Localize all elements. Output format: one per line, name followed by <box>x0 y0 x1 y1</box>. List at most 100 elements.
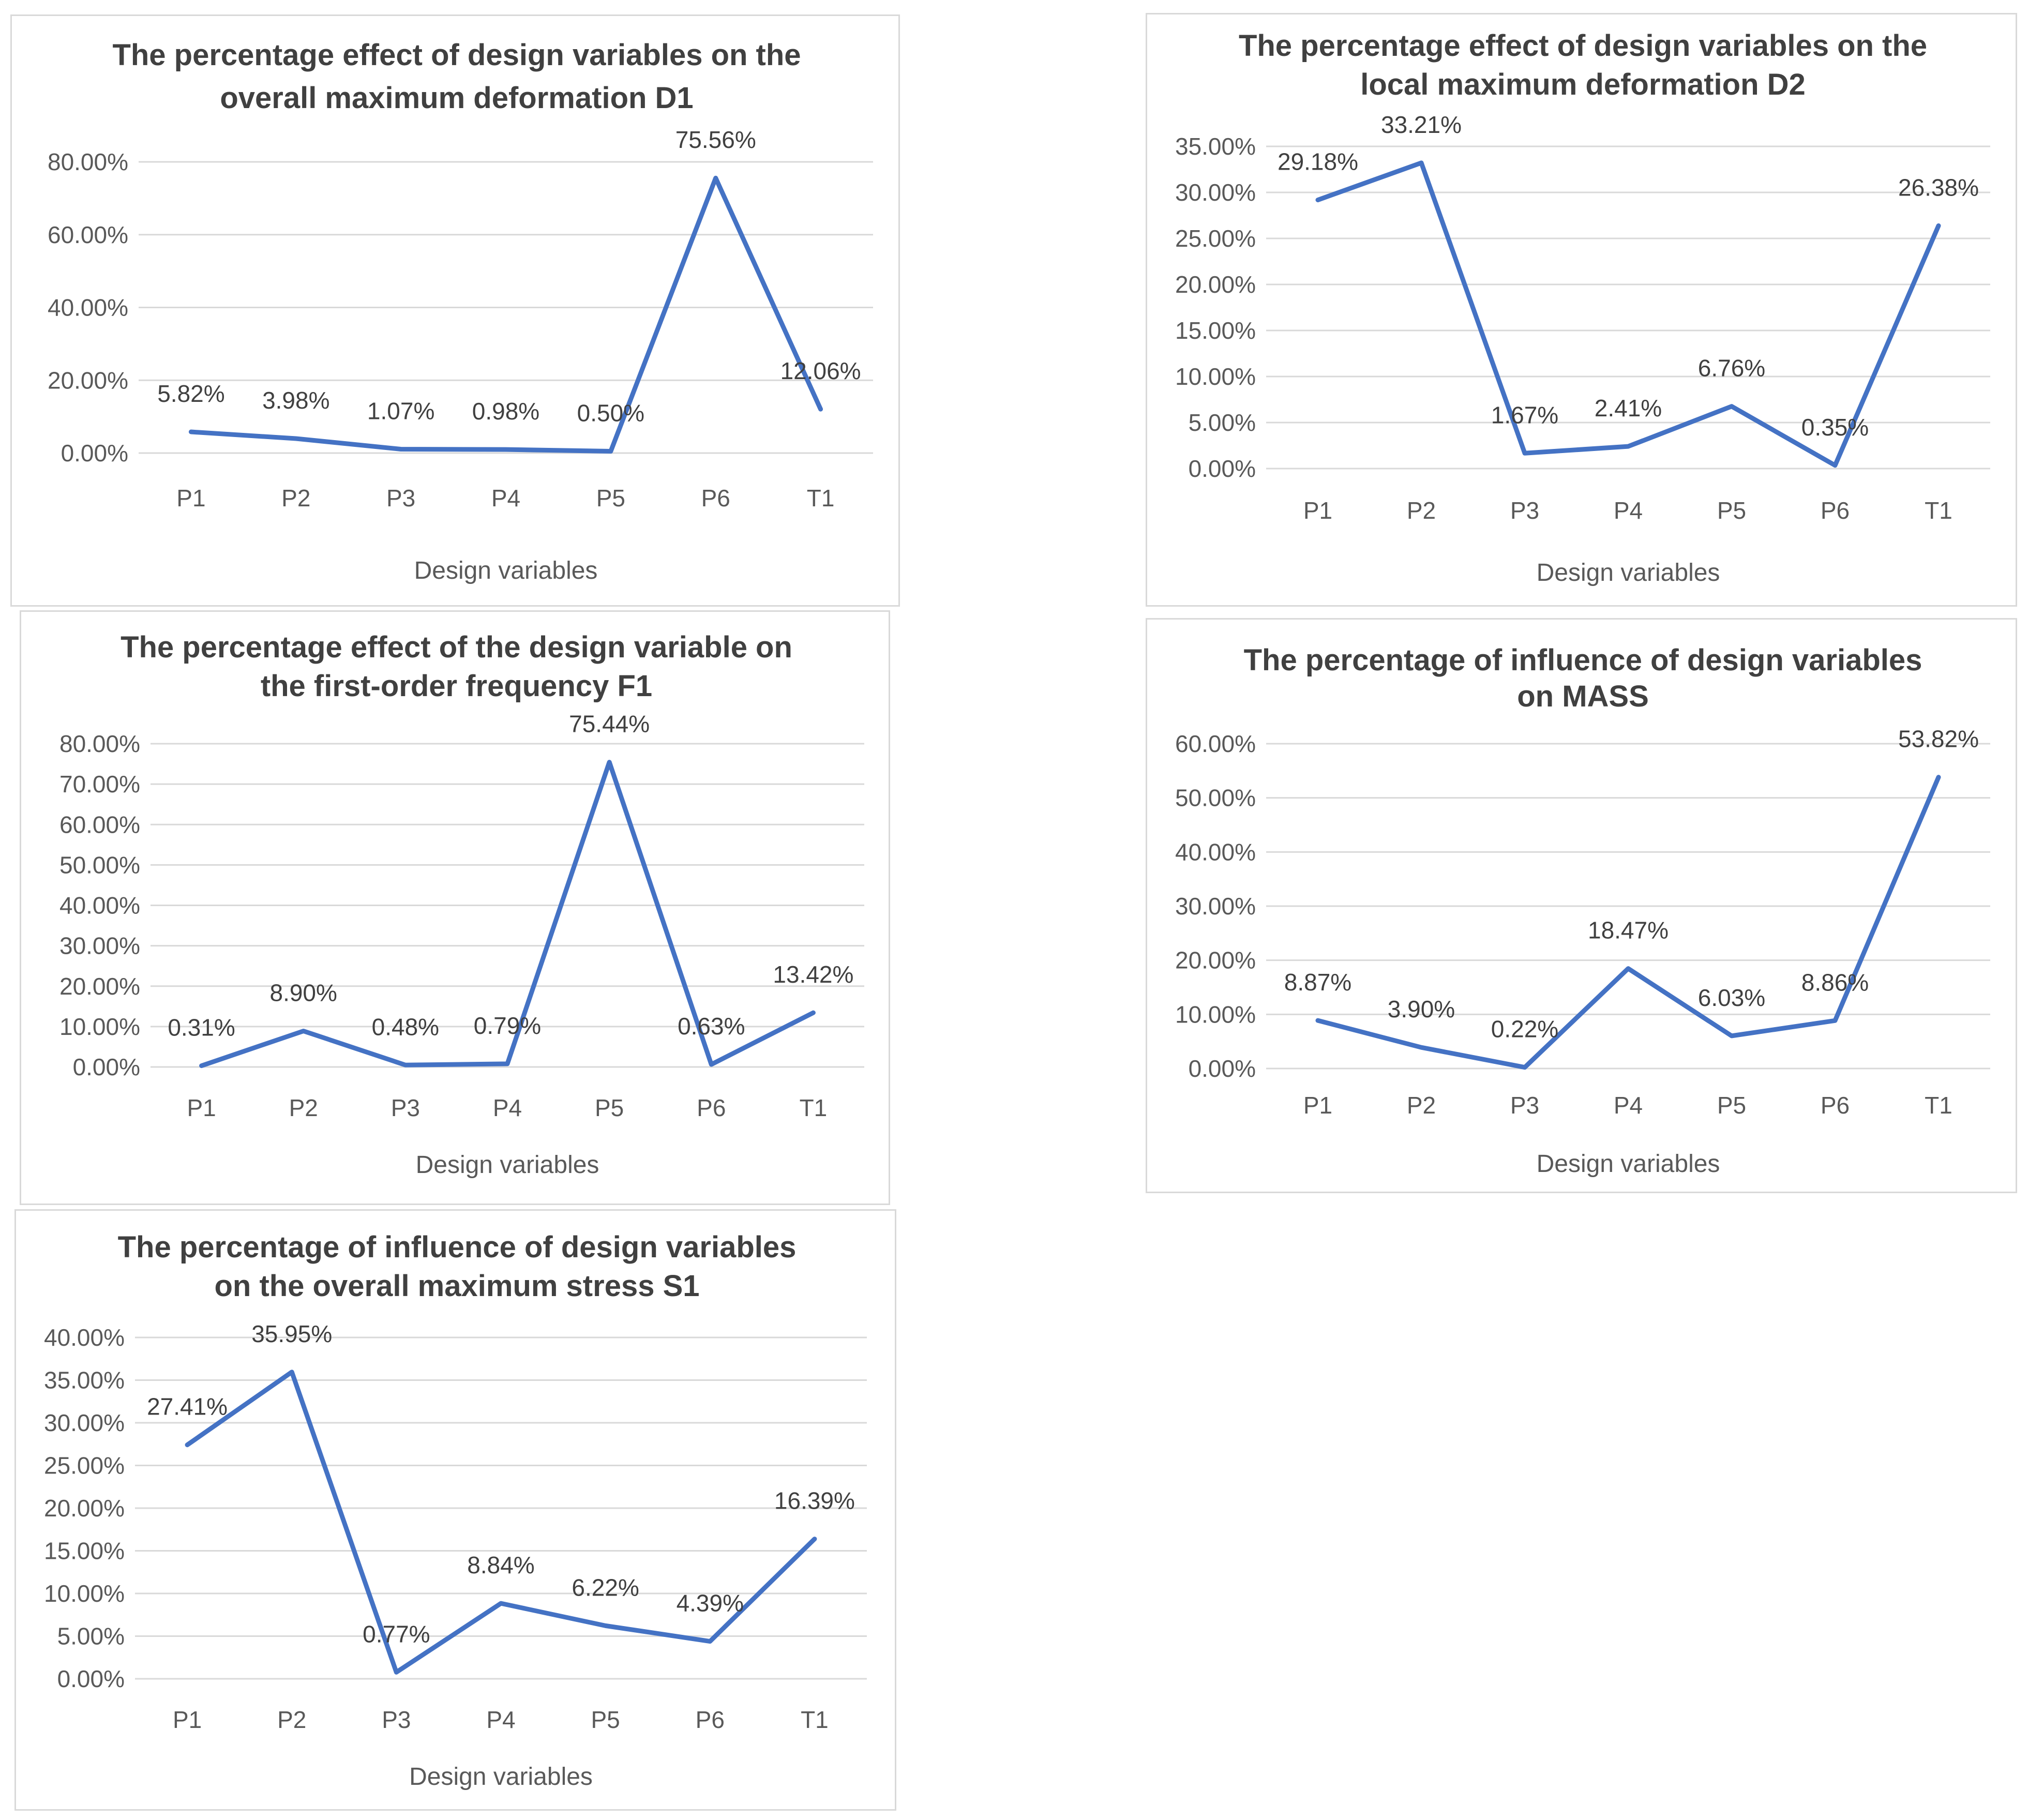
x-tick-label: T1 <box>1925 497 1952 524</box>
chart-title-line: The percentage effect of design variable… <box>1239 29 1927 63</box>
y-tick-label: 20.00% <box>1175 947 1256 974</box>
y-tick-label: 15.00% <box>1175 317 1256 344</box>
x-tick-label: P5 <box>1717 497 1746 524</box>
y-tick-label: 0.00% <box>57 1665 125 1692</box>
y-tick-label: 40.00% <box>1175 838 1256 865</box>
y-tick-label: 0.00% <box>61 440 128 467</box>
y-tick-label: 25.00% <box>44 1452 125 1479</box>
y-tick-label: 20.00% <box>44 1495 125 1522</box>
x-tick-label: P6 <box>1821 497 1850 524</box>
chart-title-line: The percentage of influence of design va… <box>1244 643 1922 677</box>
x-axis-title: Design variables <box>414 557 598 584</box>
y-tick-label: 0.00% <box>1189 455 1256 482</box>
data-label: 29.18% <box>1278 148 1358 175</box>
data-label: 2.41% <box>1595 395 1662 422</box>
x-axis-title: Design variables <box>1537 559 1720 586</box>
y-tick-label: 50.00% <box>59 851 140 878</box>
chart-panel-d1: The percentage effect of design variable… <box>10 14 900 607</box>
x-tick-label: T1 <box>800 1094 828 1121</box>
chart-d1: The percentage effect of design variable… <box>48 38 873 584</box>
y-tick-label: 10.00% <box>59 1013 140 1040</box>
chart-f1: The percentage effect of the design vari… <box>59 630 864 1179</box>
data-label: 75.56% <box>675 126 756 153</box>
x-tick-label: P4 <box>486 1706 515 1733</box>
x-tick-label: P3 <box>1510 497 1539 524</box>
x-tick-label: P2 <box>1407 497 1436 524</box>
y-tick-label: 50.00% <box>1175 785 1256 811</box>
chart-title-line: local maximum deformation D2 <box>1360 68 1806 101</box>
x-tick-label: P1 <box>173 1706 202 1733</box>
y-tick-label: 0.00% <box>73 1054 140 1080</box>
data-label: 0.50% <box>577 399 644 426</box>
x-axis-title: Design variables <box>1537 1150 1720 1178</box>
chart-title-line: The percentage effect of design variable… <box>112 38 801 72</box>
x-tick-label: P3 <box>391 1094 420 1121</box>
data-label: 3.90% <box>1388 996 1455 1022</box>
chart-title-line: The percentage of influence of design va… <box>118 1230 797 1264</box>
chart-title-line: on MASS <box>1517 680 1649 713</box>
data-label: 8.84% <box>467 1552 534 1578</box>
x-tick-label: T1 <box>1925 1092 1952 1119</box>
x-tick-label: P6 <box>1821 1092 1850 1119</box>
data-label: 12.06% <box>780 357 861 384</box>
x-tick-label: P5 <box>595 1094 624 1121</box>
y-tick-label: 30.00% <box>1175 893 1256 920</box>
y-tick-label: 70.00% <box>59 771 140 798</box>
x-tick-label: P4 <box>491 485 520 512</box>
y-tick-label: 15.00% <box>44 1538 125 1565</box>
x-tick-label: P6 <box>696 1706 725 1733</box>
y-tick-label: 80.00% <box>48 148 128 175</box>
chart-panel-d2: The percentage effect of design variable… <box>1146 13 2017 607</box>
series-line <box>1315 775 1941 1070</box>
x-tick-label: P2 <box>289 1094 318 1121</box>
y-tick-label: 5.00% <box>57 1623 125 1650</box>
data-label: 5.82% <box>157 380 224 407</box>
x-tick-label: T1 <box>807 485 835 512</box>
y-tick-label: 25.00% <box>1175 225 1256 252</box>
x-tick-label: P3 <box>382 1706 411 1733</box>
data-label: 8.90% <box>269 979 337 1006</box>
y-tick-label: 10.00% <box>1175 1001 1256 1028</box>
chart-mass: The percentage of influence of design va… <box>1175 643 1990 1178</box>
data-label: 4.39% <box>677 1590 744 1617</box>
x-tick-label: P4 <box>493 1094 522 1121</box>
y-tick-label: 10.00% <box>44 1580 125 1607</box>
x-tick-label: P2 <box>1407 1092 1436 1119</box>
x-tick-label: P5 <box>1717 1092 1746 1119</box>
data-label: 0.35% <box>1801 414 1869 441</box>
y-tick-label: 10.00% <box>1175 363 1256 390</box>
series-line <box>199 760 816 1069</box>
y-tick-label: 35.00% <box>44 1367 125 1394</box>
chart-title-line: on the overall maximum stress S1 <box>214 1269 699 1303</box>
data-label: 1.67% <box>1491 401 1558 428</box>
data-label: 16.39% <box>774 1487 855 1514</box>
x-axis-title: Design variables <box>416 1151 599 1179</box>
y-tick-label: 60.00% <box>1175 730 1256 757</box>
y-tick-label: 60.00% <box>59 811 140 838</box>
data-label: 35.95% <box>251 1320 332 1347</box>
x-tick-label: P5 <box>591 1706 620 1733</box>
y-tick-label: 40.00% <box>44 1324 125 1351</box>
data-label: 0.31% <box>168 1014 235 1041</box>
data-label: 1.07% <box>367 397 434 424</box>
data-label: 26.38% <box>1898 174 1979 201</box>
y-tick-label: 20.00% <box>48 367 128 394</box>
data-label: 6.22% <box>572 1574 639 1601</box>
data-label: 8.86% <box>1801 969 1869 996</box>
data-label: 0.48% <box>372 1013 439 1040</box>
x-tick-label: P6 <box>697 1094 726 1121</box>
y-tick-label: 0.00% <box>1189 1055 1256 1082</box>
x-tick-label: P3 <box>1510 1092 1539 1119</box>
series-line <box>185 1370 817 1675</box>
y-tick-label: 20.00% <box>1175 271 1256 298</box>
y-tick-label: 35.00% <box>1175 133 1256 160</box>
chart-panel-mass: The percentage of influence of design va… <box>1146 618 2017 1193</box>
x-tick-label: P1 <box>187 1094 216 1121</box>
y-tick-label: 80.00% <box>59 730 140 757</box>
chart-s1: The percentage of influence of design va… <box>44 1230 867 1791</box>
data-label: 3.98% <box>262 387 329 414</box>
data-label: 13.42% <box>773 961 853 988</box>
y-tick-label: 30.00% <box>44 1409 125 1436</box>
x-tick-label: P2 <box>281 485 310 512</box>
x-tick-label: P3 <box>386 485 415 512</box>
